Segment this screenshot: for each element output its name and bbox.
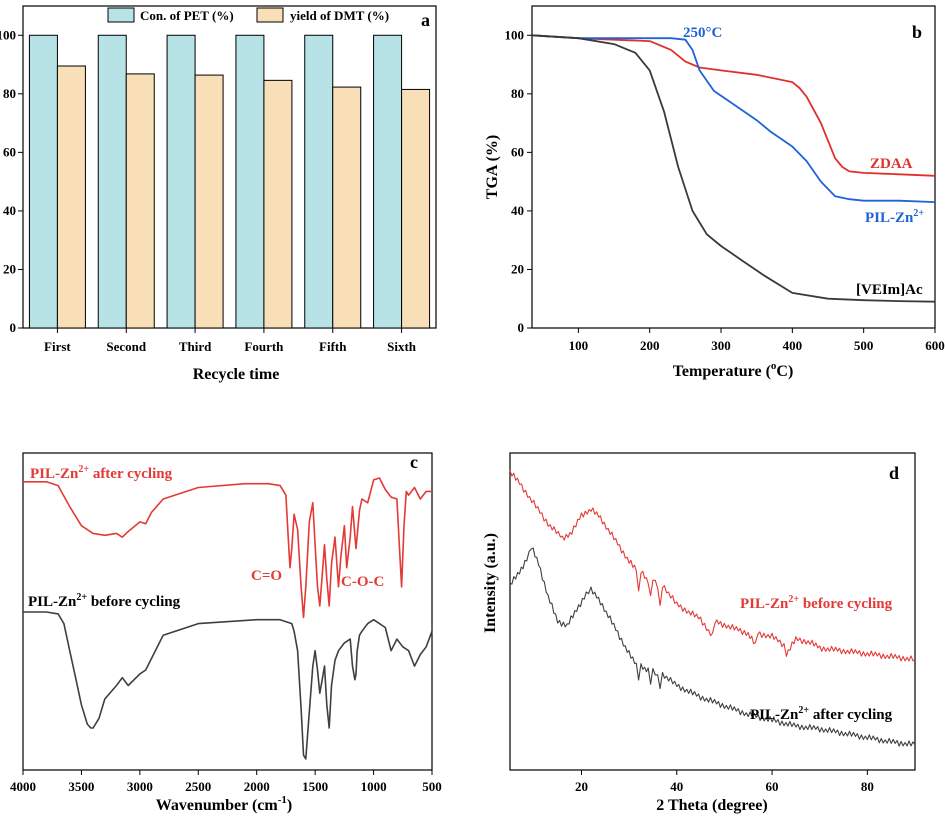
- y-tick-label-a: 20: [3, 261, 16, 276]
- x-tick-label-b: 100: [569, 338, 589, 353]
- x-tick-label-c: 1000: [361, 779, 387, 794]
- y-tick-label-b: 60: [511, 144, 524, 159]
- annotation-c-o: C=O: [251, 568, 282, 584]
- series-label-before-cycling: PIL-Zn2+ before cycling: [28, 592, 181, 610]
- panel-b-ylabel: TGA (%): [484, 135, 501, 199]
- bar-dmt: [125, 73, 155, 329]
- x-tick-label-c: 3500: [68, 779, 94, 794]
- x-tick-label-d: 60: [766, 779, 779, 794]
- x-tick-label-d: 20: [575, 779, 588, 794]
- series-label-d-before: PIL-Zn2+ before cycling: [740, 594, 893, 612]
- line-veim-ac: [531, 34, 936, 303]
- x-tick-label-a: Sixth: [387, 339, 417, 354]
- y-tick-label-b: 40: [511, 203, 524, 218]
- line-pil-zn: [531, 34, 936, 203]
- bar-pet: [166, 34, 196, 329]
- x-tick-label-a: Second: [106, 339, 147, 354]
- x-tick-label-a: Fifth: [319, 339, 347, 354]
- bar-pet: [235, 34, 265, 329]
- bar-pet: [304, 34, 334, 329]
- y-tick-label-a: 100: [0, 27, 16, 42]
- bar-dmt: [194, 74, 224, 329]
- panel-d-marks: 20 40 60 80: [509, 470, 916, 794]
- panel-a-letter: a: [421, 10, 430, 30]
- series-label-veim-ac: [VEIm]Ac: [856, 282, 923, 298]
- legend-label-pet: Con. of PET (%): [140, 8, 234, 23]
- panel-c-letter: c: [410, 452, 418, 472]
- x-tick-label-d: 40: [670, 779, 683, 794]
- bar-pet: [28, 34, 58, 329]
- series-label-pil-zn: PIL-Zn2+: [865, 208, 924, 226]
- x-tick-label-a: Third: [179, 339, 212, 354]
- panel-a-frame: [22, 5, 437, 329]
- x-tick-label-c: 2500: [185, 779, 211, 794]
- series-label-after-cycling: PIL-Zn2+ after cycling: [30, 464, 173, 482]
- bar-pet: [373, 34, 403, 329]
- y-tick-label-a: 0: [10, 320, 17, 335]
- x-tick-label-b: 200: [640, 338, 660, 353]
- panel-a-xlabel: Recycle time: [193, 366, 280, 383]
- panel-d-frame: [509, 452, 916, 771]
- x-tick-label-a: First: [44, 339, 71, 354]
- y-tick-label-a: 80: [3, 86, 16, 101]
- panel-d-letter: d: [889, 463, 899, 483]
- panel-b-annotation-250c: 250°C: [683, 25, 722, 41]
- panel-d-xlabel: 2 Theta (degree): [656, 797, 767, 814]
- panel-b-frame: [531, 5, 936, 329]
- line-d-after-cycling: [509, 547, 916, 747]
- x-tick-label-c: 4000: [10, 779, 36, 794]
- panel-b-xlabel: Temperature (oC): [673, 360, 794, 380]
- line-after-cycling: [23, 477, 432, 619]
- y-tick-label-b: 20: [511, 261, 524, 276]
- line-zdaa: [531, 34, 936, 177]
- x-tick-label-c: 3000: [127, 779, 153, 794]
- bar-dmt: [332, 86, 362, 329]
- bar-dmt: [401, 88, 431, 329]
- y-tick-label-b: 100: [505, 27, 525, 42]
- series-label-d-after: PIL-Zn2+ after cycling: [750, 705, 893, 723]
- legend-swatch-dmt: [256, 7, 284, 23]
- x-tick-label-b: 600: [925, 338, 945, 353]
- x-tick-label-c: 2000: [244, 779, 270, 794]
- line-before-cycling: [23, 611, 433, 760]
- y-tick-label-a: 60: [3, 144, 16, 159]
- legend-swatch-pet: [107, 7, 135, 23]
- panel-d-ylabel: Intensity (a.u.): [482, 533, 499, 633]
- panel-a-marks: 0 20 40 60 80 100 First Second Third Fourth Fifth S…: [0, 27, 431, 354]
- bar-pet: [97, 34, 127, 329]
- panel-b-marks: 0 20 40 60 80 100 100 200 300 400 500 600: [505, 27, 945, 353]
- bar-dmt: [263, 79, 293, 329]
- x-tick-label-a: Fourth: [244, 339, 284, 354]
- x-tick-label-b: 400: [783, 338, 803, 353]
- y-tick-label-b: 80: [511, 86, 524, 101]
- line-d-before-cycling: [509, 470, 916, 662]
- series-label-zdaa: ZDAA: [870, 156, 913, 172]
- panel-c-marks: 4000 3500 3000 2500 2000 1500 1000 500: [10, 477, 442, 794]
- legend-label-dmt: yield of DMT (%): [290, 8, 389, 23]
- y-tick-label-b: 0: [518, 320, 525, 335]
- bar-dmt: [56, 65, 86, 329]
- panel-c-frame: [22, 452, 433, 771]
- x-tick-label-c: 1500: [302, 779, 328, 794]
- x-tick-label-b: 500: [854, 338, 874, 353]
- x-tick-label-b: 300: [711, 338, 731, 353]
- x-tick-label-c: 500: [422, 779, 442, 794]
- annotation-c-o-c: C-O-C: [341, 574, 384, 590]
- panel-c-xlabel: Wavenumber (cm-1): [156, 794, 292, 814]
- x-tick-label-d: 80: [861, 779, 874, 794]
- y-tick-label-a: 40: [3, 203, 16, 218]
- panel-b-letter: b: [912, 22, 922, 42]
